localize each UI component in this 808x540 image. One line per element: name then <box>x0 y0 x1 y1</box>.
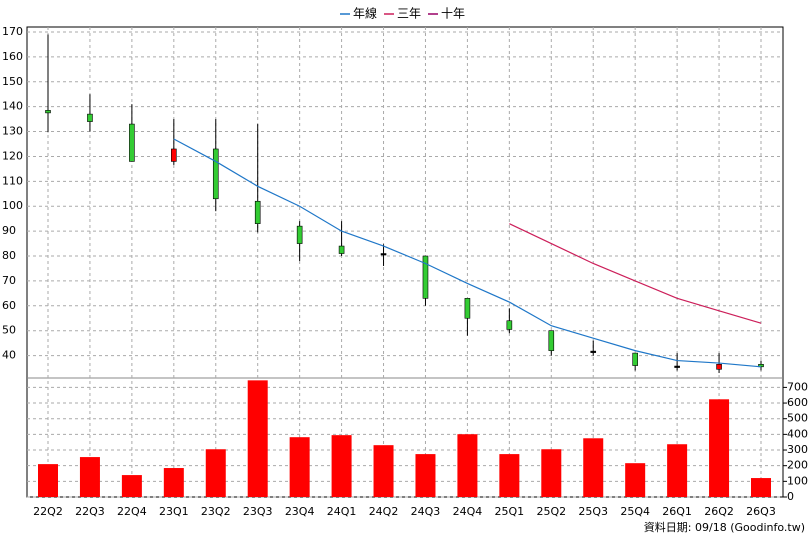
volume-bar <box>499 454 520 497</box>
x-tick-label: 24Q1 <box>327 505 357 518</box>
volume-bar <box>415 454 436 497</box>
x-tick-label: 22Q2 <box>33 505 63 518</box>
candle-body <box>380 253 387 256</box>
y-tick-label: 60 <box>2 299 16 312</box>
y-tick-label: 120 <box>2 149 23 162</box>
plot-frame <box>26 26 784 498</box>
volume-bar <box>331 435 352 497</box>
candle-body <box>87 113 93 122</box>
candle-body <box>212 148 219 200</box>
y2-tick-label: 0 <box>787 490 794 503</box>
candle-body <box>45 110 51 114</box>
volume-bar <box>163 468 184 497</box>
candle-body <box>464 298 471 319</box>
volume-bar <box>751 478 771 497</box>
candle-body <box>129 123 135 162</box>
volume-bar <box>625 463 646 497</box>
x-tick-label: 23Q3 <box>243 505 273 518</box>
y-tick-label: 160 <box>2 50 23 63</box>
candle-body <box>548 330 555 351</box>
candle-body <box>716 364 722 370</box>
x-tick-label: 23Q2 <box>201 505 231 518</box>
y2-tick-label: 100 <box>787 474 808 487</box>
x-tick-label: 24Q4 <box>453 505 483 518</box>
x-tick-label: 25Q4 <box>620 505 650 518</box>
volume-bar <box>289 437 310 497</box>
y2-tick-label: 600 <box>787 396 808 409</box>
volume-bar <box>583 438 604 497</box>
candle-body <box>674 365 680 368</box>
candle-body <box>422 255 429 299</box>
y-tick-label: 130 <box>2 125 23 138</box>
candle-body <box>296 225 303 244</box>
y2-tick-label: 400 <box>787 427 808 440</box>
legend-label: 十年 <box>441 7 465 21</box>
volume-bar <box>709 399 730 497</box>
x-tick-label: 23Q1 <box>159 505 189 518</box>
legend-label: 年線 <box>353 6 377 21</box>
y-tick-label: 170 <box>2 25 23 38</box>
legend-label: 三年 <box>397 7 421 21</box>
x-tick-label: 25Q2 <box>536 505 566 518</box>
y2-tick-label: 500 <box>787 412 808 425</box>
x-tick-label: 26Q2 <box>704 505 734 518</box>
x-tick-label: 25Q3 <box>578 505 608 518</box>
candle-body <box>590 350 597 353</box>
y-tick-label: 150 <box>2 75 23 88</box>
volume-bar <box>38 464 58 497</box>
y-tick-label: 110 <box>2 174 23 187</box>
x-tick-label: 24Q2 <box>369 505 399 518</box>
volume-bar <box>79 457 100 497</box>
volume-bar <box>373 445 394 497</box>
x-tick-label: 22Q4 <box>117 505 147 518</box>
y-tick-label: 70 <box>2 274 16 287</box>
y-tick-label: 140 <box>2 100 23 113</box>
y-tick-label: 40 <box>2 349 16 362</box>
volume-bar <box>121 475 142 497</box>
y2-tick-label: 300 <box>787 443 808 456</box>
source: 資料日期: 09/18 (Goodinfo.tw) <box>644 520 805 534</box>
volume-bar <box>541 449 562 497</box>
candle-body <box>338 245 345 254</box>
line-series <box>509 223 762 324</box>
x-tick-label: 26Q1 <box>662 505 692 518</box>
y2-tick-label: 200 <box>787 459 808 472</box>
x-tick-label: 23Q4 <box>285 505 315 518</box>
volume-bar <box>457 434 478 497</box>
candle-body <box>254 200 261 224</box>
y-tick-label: 50 <box>2 324 16 337</box>
y-tick-label: 90 <box>2 224 16 237</box>
candle-body <box>506 320 513 330</box>
x-tick-label: 25Q1 <box>495 505 525 518</box>
line-series <box>173 138 762 368</box>
x-tick-label: 26Q3 <box>746 505 776 518</box>
candle-body <box>171 148 177 162</box>
y2-tick-label: 700 <box>787 380 808 393</box>
x-tick-label: 22Q3 <box>75 505 105 518</box>
candle-body <box>632 352 638 366</box>
volume-bar <box>247 380 268 497</box>
y-tick-label: 100 <box>2 199 23 212</box>
x-tick-label: 24Q3 <box>411 505 441 518</box>
volume-bar <box>667 444 688 497</box>
volume-bar <box>205 449 226 497</box>
y-tick-label: 80 <box>2 249 16 262</box>
